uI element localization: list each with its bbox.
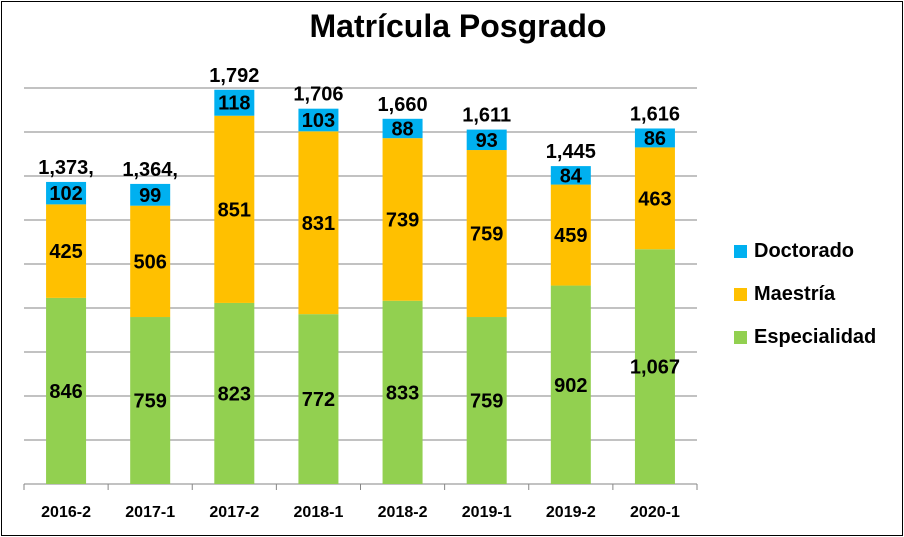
x-tick-label-2019-2: 2019-2 <box>546 504 596 521</box>
bar-especialidad-2019-1 <box>466 317 507 484</box>
data-label-especialidad-2016-2: 846 <box>49 381 82 403</box>
x-tick-label-2019-1: 2019-1 <box>462 504 512 521</box>
legend-item-especialidad: Especialidad <box>734 326 876 348</box>
x-tick-label-2018-1: 2018-1 <box>294 504 344 521</box>
chart-legend: Doctorado Maestría Especialidad <box>734 240 876 369</box>
x-tick-label-2016-2: 2016-2 <box>41 504 91 521</box>
data-label-especialidad-2017-2: 823 <box>218 383 251 405</box>
x-tick-label-2017-2: 2017-2 <box>209 504 259 521</box>
data-label-especialidad-2017-1: 759 <box>134 391 167 413</box>
legend-label-doctorado: Doctorado <box>754 239 854 262</box>
bar-maestria-2017-1 <box>130 205 171 318</box>
total-label-2018-1: 1,706 <box>293 84 343 106</box>
bar-especialidad-2017-1 <box>130 317 171 484</box>
legend-swatch-maestria <box>734 287 747 301</box>
bar-maestria-2020-1 <box>634 147 675 250</box>
total-label-2020-1: 1,616 <box>630 103 680 125</box>
legend-swatch-especialidad <box>734 330 747 344</box>
data-label-doctorado-2016-2: 102 <box>49 183 82 205</box>
data-label-maestria-2017-1: 506 <box>134 251 167 273</box>
legend-item-maestria: Maestría <box>734 283 876 305</box>
data-label-maestria-2019-1: 759 <box>470 224 503 246</box>
bar-especialidad-2017-2 <box>214 302 255 484</box>
bar-maestria-2019-2 <box>550 184 591 286</box>
data-label-especialidad-2019-1: 759 <box>470 391 503 413</box>
legend-swatch-doctorado <box>734 244 747 258</box>
bar-maestria-2016-2 <box>46 204 87 298</box>
bar-doctorado-2018-1 <box>298 108 339 132</box>
data-label-maestria-2020-1: 463 <box>638 188 671 210</box>
bar-especialidad-2018-1 <box>298 314 339 484</box>
data-label-especialidad-2019-2: 902 <box>554 375 587 397</box>
bar-doctorado-2016-2 <box>46 181 87 205</box>
bar-maestria-2018-1 <box>298 131 339 315</box>
bar-doctorado-2017-2 <box>214 89 255 116</box>
x-tick-label-2018-2: 2018-2 <box>378 504 428 521</box>
bar-doctorado-2019-1 <box>466 129 507 151</box>
x-tick-label-2020-1: 2020-1 <box>630 504 680 521</box>
total-label-2016-2: 1,373, <box>38 157 94 179</box>
bar-especialidad-2016-2 <box>46 297 87 484</box>
bar-especialidad-2018-2 <box>382 300 423 484</box>
data-label-doctorado-2020-1: 86 <box>644 128 666 150</box>
data-label-doctorado-2018-1: 103 <box>302 110 335 132</box>
bar-doctorado-2020-1 <box>634 128 675 148</box>
data-label-especialidad-2018-2: 833 <box>386 382 419 404</box>
bar-doctorado-2018-2 <box>382 118 423 139</box>
data-label-maestria-2019-2: 459 <box>554 225 587 247</box>
bar-maestria-2019-1 <box>466 150 507 318</box>
bar-maestria-2018-2 <box>382 138 423 301</box>
total-label-2019-2: 1,445 <box>546 141 596 163</box>
data-label-especialidad-2020-1: 1,067 <box>630 357 680 379</box>
data-label-doctorado-2017-2: 118 <box>218 93 250 115</box>
bar-especialidad-2020-1 <box>634 249 675 484</box>
data-label-doctorado-2019-2: 84 <box>560 165 583 187</box>
bar-doctorado-2017-1 <box>130 183 171 206</box>
data-label-especialidad-2018-1: 772 <box>302 389 335 411</box>
total-label-2017-1: 1,364, <box>122 159 178 181</box>
data-label-maestria-2017-2: 851 <box>218 199 251 221</box>
data-label-maestria-2016-2: 425 <box>49 241 82 263</box>
data-label-doctorado-2017-1: 99 <box>139 185 161 207</box>
data-label-maestria-2018-2: 739 <box>386 209 419 231</box>
total-label-2018-2: 1,660 <box>378 94 428 116</box>
legend-item-doctorado: Doctorado <box>734 240 876 262</box>
bar-doctorado-2019-2 <box>550 166 591 185</box>
data-label-doctorado-2018-2: 88 <box>391 118 413 140</box>
bar-especialidad-2019-2 <box>550 285 591 484</box>
legend-label-maestria: Maestría <box>754 282 836 305</box>
total-label-2019-1: 1,611 <box>462 105 511 127</box>
x-tick-label-2017-1: 2017-1 <box>125 504 175 521</box>
total-label-2017-2: 1,792 <box>209 65 259 87</box>
bar-maestria-2017-2 <box>214 115 255 303</box>
data-label-maestria-2018-1: 831 <box>302 213 335 235</box>
chart-title: Matrícula Posgrado <box>309 8 607 44</box>
data-label-doctorado-2019-1: 93 <box>476 130 498 152</box>
legend-label-especialidad: Especialidad <box>754 325 877 348</box>
